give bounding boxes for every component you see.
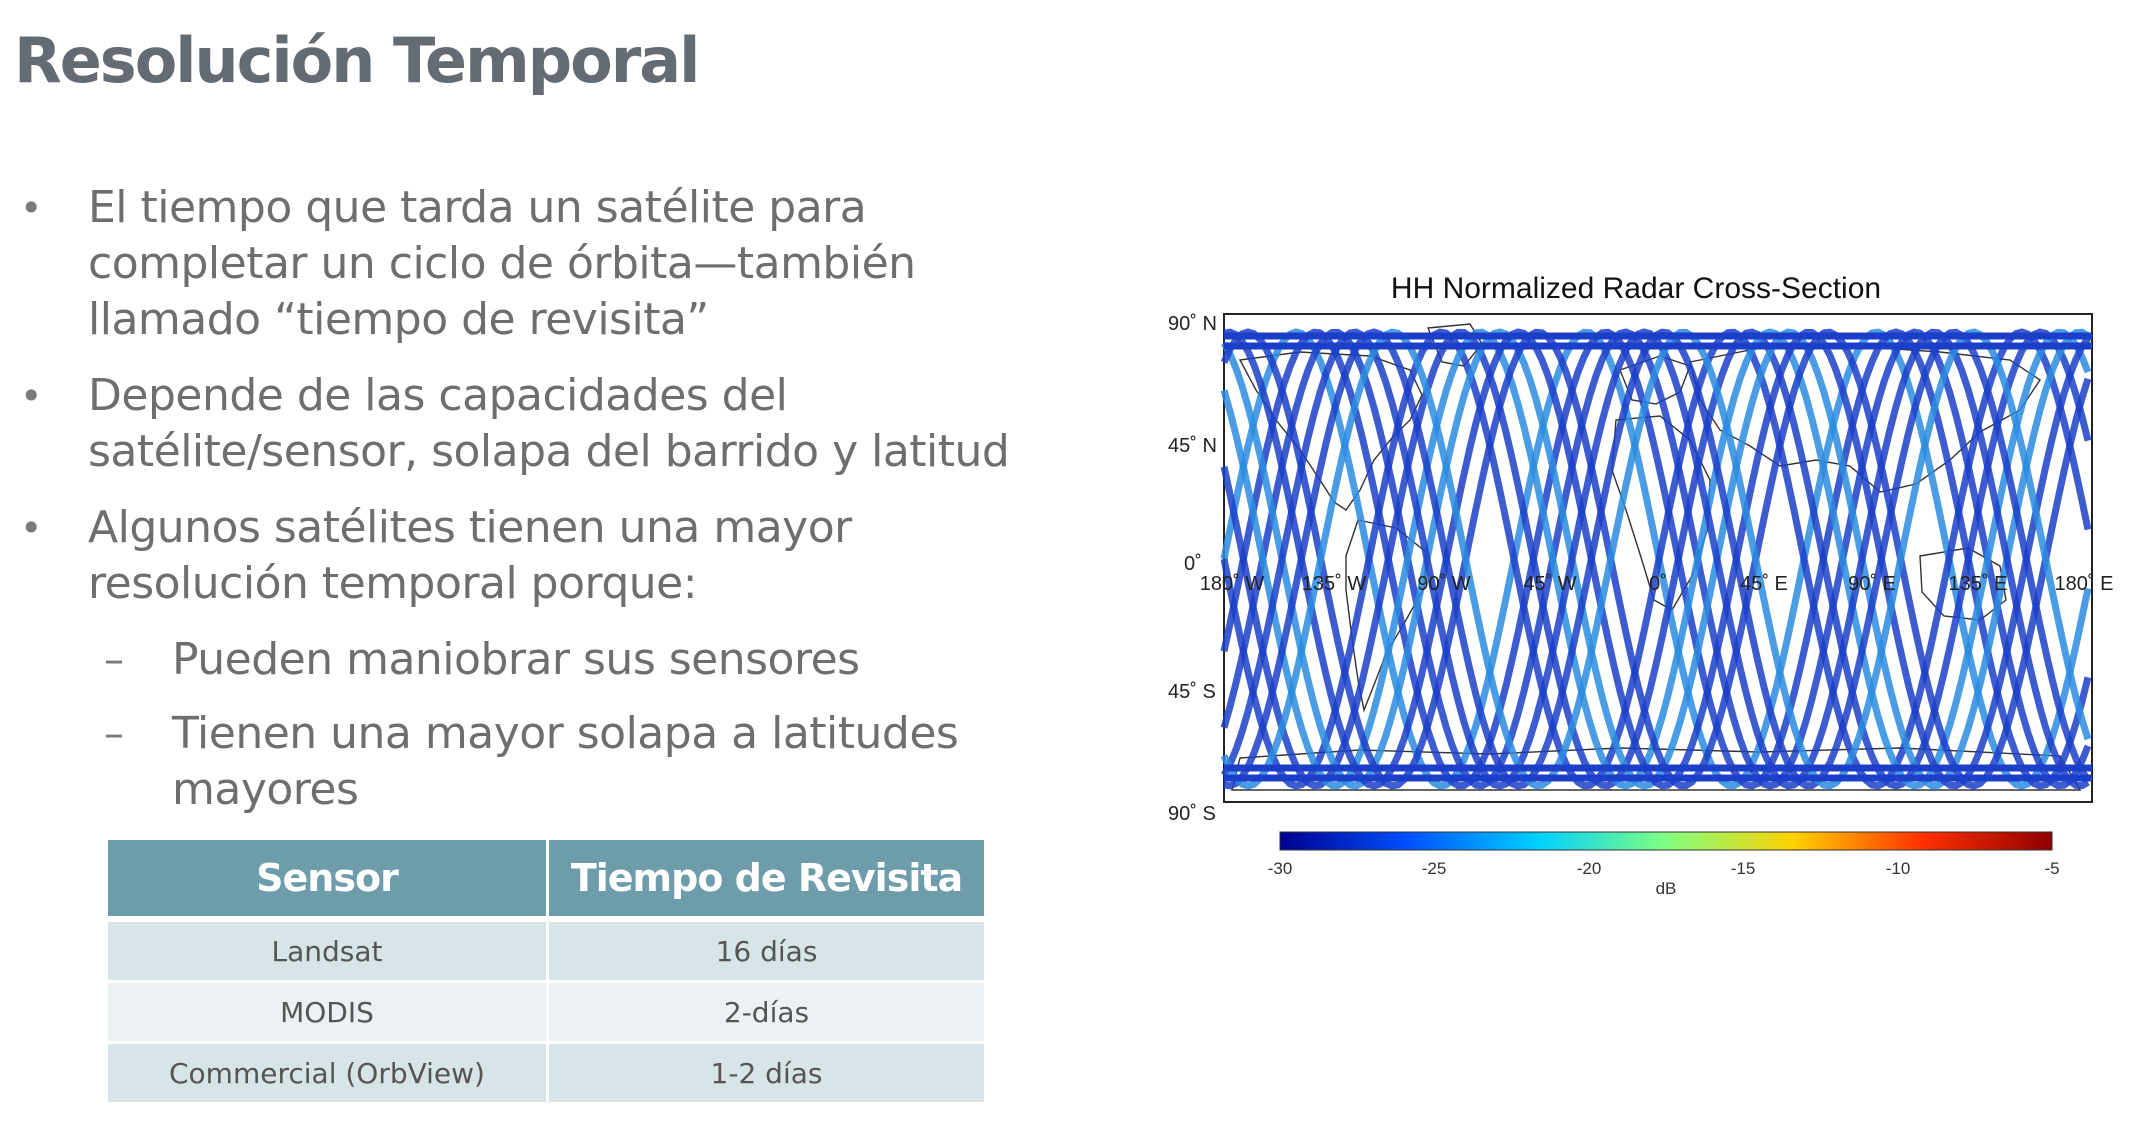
sub-bullet-item: – Pueden maniobrar sus sensores (0, 632, 1060, 688)
orbit-track (1220, 328, 2092, 790)
lat-label-45s: 45˚ S (1168, 681, 1216, 703)
colorbar-tick: -30 (1268, 859, 1293, 878)
table-cell: Landsat (108, 922, 549, 983)
bullet-marker: • (20, 374, 42, 418)
colorbar-unit: dB (1656, 879, 1677, 898)
lon-label-90e: 90˚ E (1848, 573, 1896, 595)
table-row: Landsat 16 días (108, 922, 984, 983)
bullet-text: Depende de las capacidades del satélite/… (88, 370, 1010, 477)
table-cell: 2-días (549, 983, 984, 1044)
table-cell: MODIS (108, 983, 549, 1044)
bullet-text: Algunos satélites tienen una mayor resol… (88, 502, 852, 609)
bullet-item: • El tiempo que tarda un satélite para co… (0, 180, 1060, 348)
lat-label-equator: 0˚ (1184, 553, 1202, 575)
lon-label-180e: 180˚ E (2055, 573, 2114, 595)
lat-label-45n: 45˚ N (1168, 435, 1217, 457)
sub-bullet-marker: – (104, 637, 124, 683)
bullet-marker: • (20, 506, 42, 550)
colorbar-tick: -15 (1731, 859, 1756, 878)
sub-bullet-text: Tienen una mayor solapa a latitudes mayo… (172, 708, 959, 815)
bullet-item: • Algunos satélites tienen una mayor reso… (0, 500, 1060, 612)
lon-label-135e: 135˚ E (1949, 573, 2008, 595)
lon-label-180w: 180˚ W (1200, 573, 1265, 595)
lon-label-90w: 90˚ W (1417, 573, 1470, 595)
colorbar-ticks: -30 -25 -20 -15 -10 -5 dB (1268, 859, 2060, 898)
bullet-item: • Depende de las capacidades del satélite… (0, 368, 1060, 480)
table-row: MODIS 2-días (108, 983, 984, 1044)
lat-label-90s: 90˚ S (1168, 803, 1216, 825)
colorbar-tick: -10 (1886, 859, 1911, 878)
latitude-labels: 90˚ N 45˚ N 0˚ 45˚ S 90˚ S (1168, 313, 1217, 825)
lon-label-45w: 45˚ W (1523, 573, 1576, 595)
table-row: Commercial (OrbView) 1-2 días (108, 1044, 984, 1105)
lon-label-0: 0˚ (1649, 573, 1667, 595)
lon-label-135w: 135˚ W (1302, 573, 1367, 595)
column-header-sensor: Sensor (108, 840, 549, 922)
lon-label-45e: 45˚ E (1740, 573, 1788, 595)
table-cell: 16 días (549, 922, 984, 983)
orbit-track (1220, 328, 2092, 790)
bullet-list: • El tiempo que tarda un satélite para co… (0, 180, 1060, 836)
table-cell: Commercial (OrbView) (108, 1044, 549, 1105)
colorbar-tick: -20 (1577, 859, 1602, 878)
table-cell: 1-2 días (549, 1044, 984, 1105)
lat-label-90n: 90˚ N (1168, 313, 1217, 335)
revisit-time-table: Sensor Tiempo de Revisita Landsat 16 día… (108, 840, 984, 1105)
colorbar-tick: -5 (2044, 859, 2059, 878)
column-header-revisit-time: Tiempo de Revisita (549, 840, 984, 922)
radar-cross-section-figure: HH Normalized Radar Cross-Section 90˚ N … (1160, 270, 2136, 910)
colorbar (1279, 831, 2053, 851)
orbit-track (1220, 328, 2092, 790)
longitude-labels: 180˚ W 135˚ W 90˚ W 45˚ W 0˚ 45˚ E 90˚ E… (1200, 573, 2114, 595)
sub-bullet-text: Pueden maniobrar sus sensores (172, 634, 860, 685)
figure-title: HH Normalized Radar Cross-Section (1391, 272, 1881, 305)
orbit-track (1220, 328, 2092, 790)
bullet-text: El tiempo que tarda un satélite para com… (88, 182, 916, 345)
bullet-marker: • (20, 186, 42, 230)
radar-map-svg: HH Normalized Radar Cross-Section 90˚ N … (1168, 272, 2114, 898)
orbit-track (1220, 328, 2092, 790)
colorbar-tick: -25 (1422, 859, 1447, 878)
table-header-row: Sensor Tiempo de Revisita (108, 840, 984, 922)
sub-bullet-marker: – (104, 711, 124, 757)
sub-bullet-item: – Tienen una mayor solapa a latitudes may… (0, 706, 1060, 818)
slide-title: Resolución Temporal (14, 24, 700, 97)
orbit-tracks (1220, 328, 2092, 790)
antarctica-outline (1231, 747, 2082, 791)
